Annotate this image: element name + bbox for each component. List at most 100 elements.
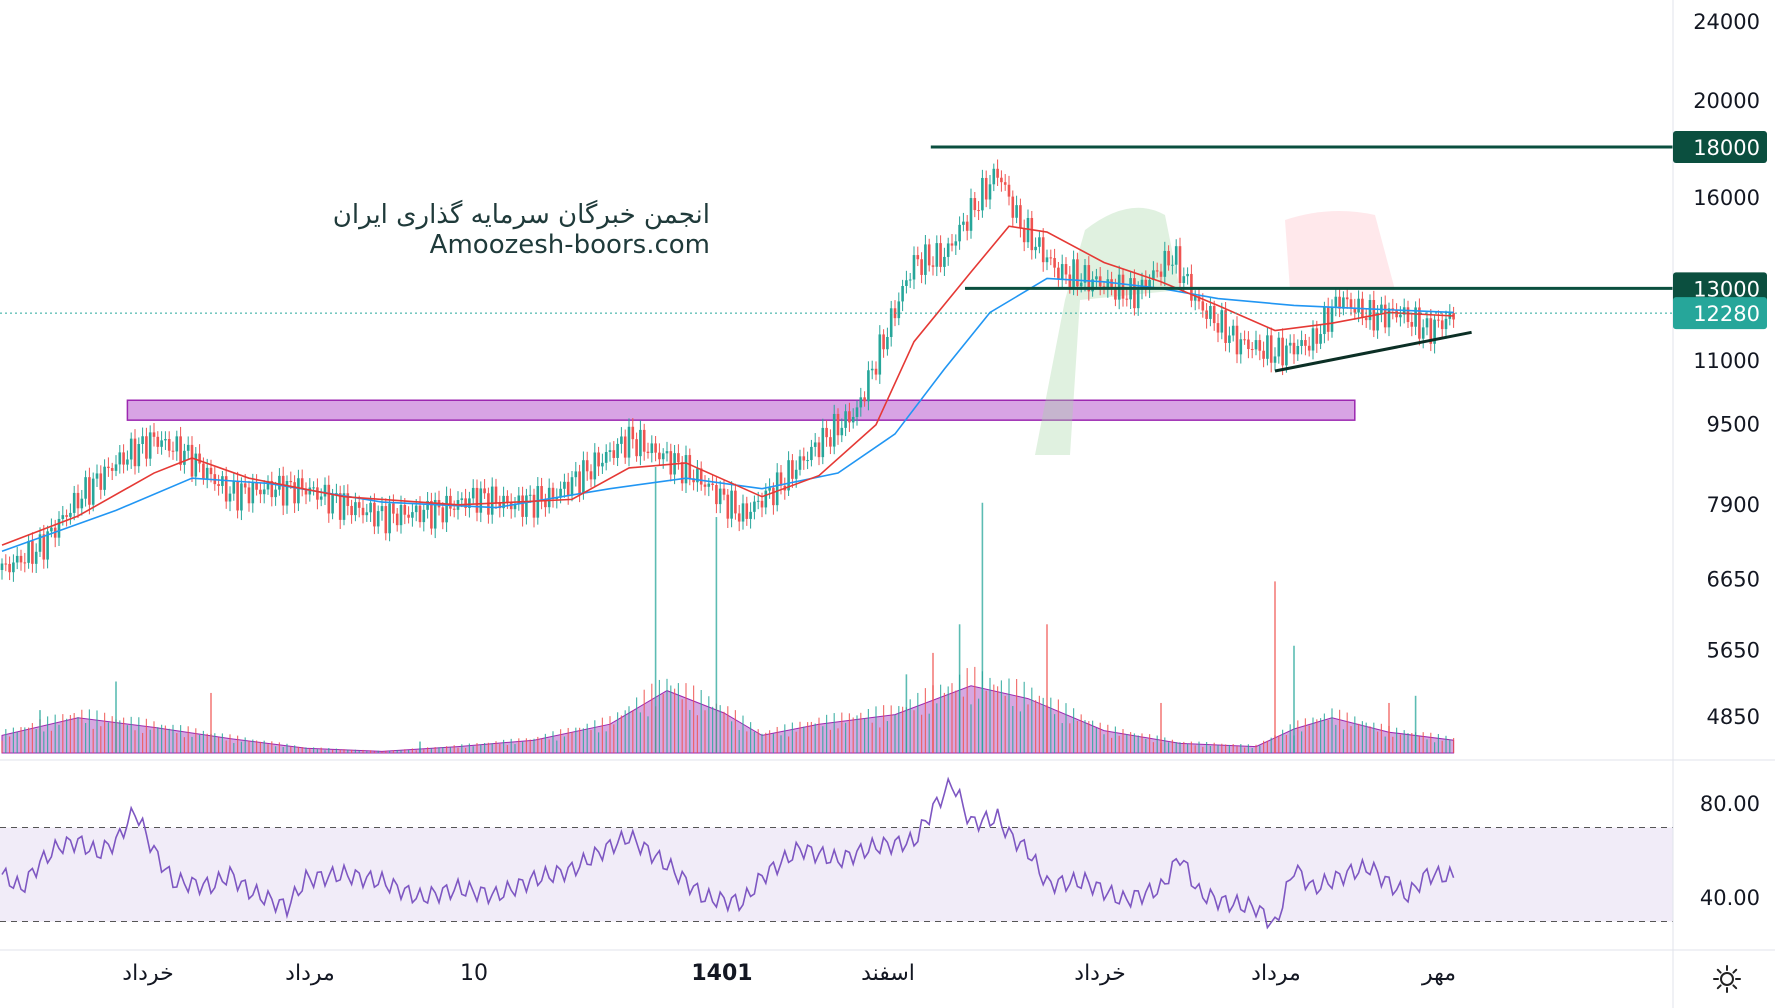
volume-bar xyxy=(548,739,550,753)
candle-body xyxy=(133,438,137,467)
volume-bar xyxy=(1141,733,1143,753)
volume-bar xyxy=(921,714,923,753)
candle-body xyxy=(411,512,414,518)
candle-body xyxy=(905,280,908,286)
candle-body xyxy=(414,505,418,513)
volume-bar xyxy=(1297,720,1299,753)
volume-bar xyxy=(605,731,607,753)
candle-body xyxy=(452,508,456,510)
volume-bar xyxy=(9,736,11,753)
candle-body xyxy=(1349,299,1353,308)
volume-bar xyxy=(563,736,565,753)
candle-body xyxy=(874,368,878,375)
volume-bar xyxy=(415,750,417,753)
candle-body xyxy=(768,487,771,491)
volume-bar xyxy=(594,720,596,753)
candle-body xyxy=(175,436,179,452)
candle-body xyxy=(365,512,369,516)
candle-body xyxy=(661,453,665,460)
volume-bar xyxy=(928,713,930,753)
volume-bar xyxy=(107,722,109,753)
candle-body xyxy=(772,487,775,506)
volume-bar xyxy=(1130,732,1132,753)
level-price-tag xyxy=(1673,131,1767,163)
candle-body xyxy=(468,498,471,508)
time-tick-label: مرداد xyxy=(1251,961,1301,986)
rsi-tick-label: 80.00 xyxy=(1700,792,1760,816)
candle-body xyxy=(863,397,866,402)
volume-bar xyxy=(940,684,942,753)
candle-body xyxy=(1171,264,1174,266)
price-tick-label: 4850 xyxy=(1707,705,1760,729)
volume-bar xyxy=(1445,735,1447,753)
volume-bar xyxy=(1399,734,1401,753)
candle-body xyxy=(954,241,958,246)
volume-bar xyxy=(271,741,273,753)
candle-body xyxy=(331,494,334,514)
candle-body xyxy=(4,563,8,565)
volume-bar xyxy=(1008,678,1010,753)
price-tick-label: 9500 xyxy=(1707,413,1760,437)
candle-body xyxy=(266,480,270,490)
candle-body xyxy=(118,452,122,465)
candle-body xyxy=(1414,307,1417,327)
price-tick-label: 6650 xyxy=(1707,568,1760,592)
candle-body xyxy=(855,407,859,417)
volume-bar xyxy=(183,737,185,753)
volume-bar xyxy=(1133,733,1135,753)
volume-bar xyxy=(970,704,972,753)
volume-bar xyxy=(1434,742,1436,753)
candle-body xyxy=(737,513,741,522)
volume-bar xyxy=(484,742,486,753)
volume-bar xyxy=(1183,741,1185,753)
candle-body xyxy=(1258,340,1262,351)
candle-body xyxy=(1159,271,1163,277)
candle-body xyxy=(840,427,844,436)
candle-body xyxy=(1015,205,1018,218)
volume-bar xyxy=(837,728,839,753)
volume-bar xyxy=(704,710,706,753)
candle-body xyxy=(1000,177,1003,183)
volume-bar xyxy=(1369,726,1371,753)
volume-bar xyxy=(788,736,790,753)
volume-bar xyxy=(400,750,402,753)
candle-body xyxy=(1239,339,1243,355)
candle-body xyxy=(1068,274,1072,287)
volume-bar xyxy=(392,750,394,753)
candle-body xyxy=(639,429,642,457)
volume-bar xyxy=(476,743,478,753)
candle-body xyxy=(532,494,536,518)
volume-bar xyxy=(951,683,953,753)
candle-body xyxy=(1433,319,1436,344)
candle-body xyxy=(1395,310,1398,318)
volume-bar xyxy=(5,729,7,753)
volume-bar xyxy=(1,740,3,753)
volume-bar xyxy=(556,740,558,753)
candle-body xyxy=(920,259,923,275)
volume-bar xyxy=(624,710,626,753)
candle-body xyxy=(832,413,836,447)
last-price-tag xyxy=(1673,297,1767,330)
candle-body xyxy=(870,368,874,371)
candle-body xyxy=(688,455,692,479)
time-tick-label: اسفند xyxy=(861,961,915,986)
volume-bar xyxy=(757,729,759,753)
time-tick-label: مرداد xyxy=(285,961,335,986)
volume-bar xyxy=(1050,697,1052,753)
volume-bar xyxy=(50,730,52,753)
volume-bar xyxy=(712,706,714,753)
candle-body xyxy=(1285,345,1288,366)
volume-bar xyxy=(28,727,30,753)
candle-body xyxy=(1007,184,1011,197)
volume-bar xyxy=(347,749,349,753)
settings-button[interactable] xyxy=(1710,962,1744,996)
candle-body xyxy=(464,498,467,508)
volume-bar xyxy=(343,749,345,753)
volume-bar xyxy=(1012,706,1014,753)
candle-body xyxy=(669,451,673,475)
volume-bar xyxy=(829,729,831,753)
candle-body xyxy=(23,562,27,564)
candle-body xyxy=(441,507,445,523)
volume-bar xyxy=(43,731,45,753)
